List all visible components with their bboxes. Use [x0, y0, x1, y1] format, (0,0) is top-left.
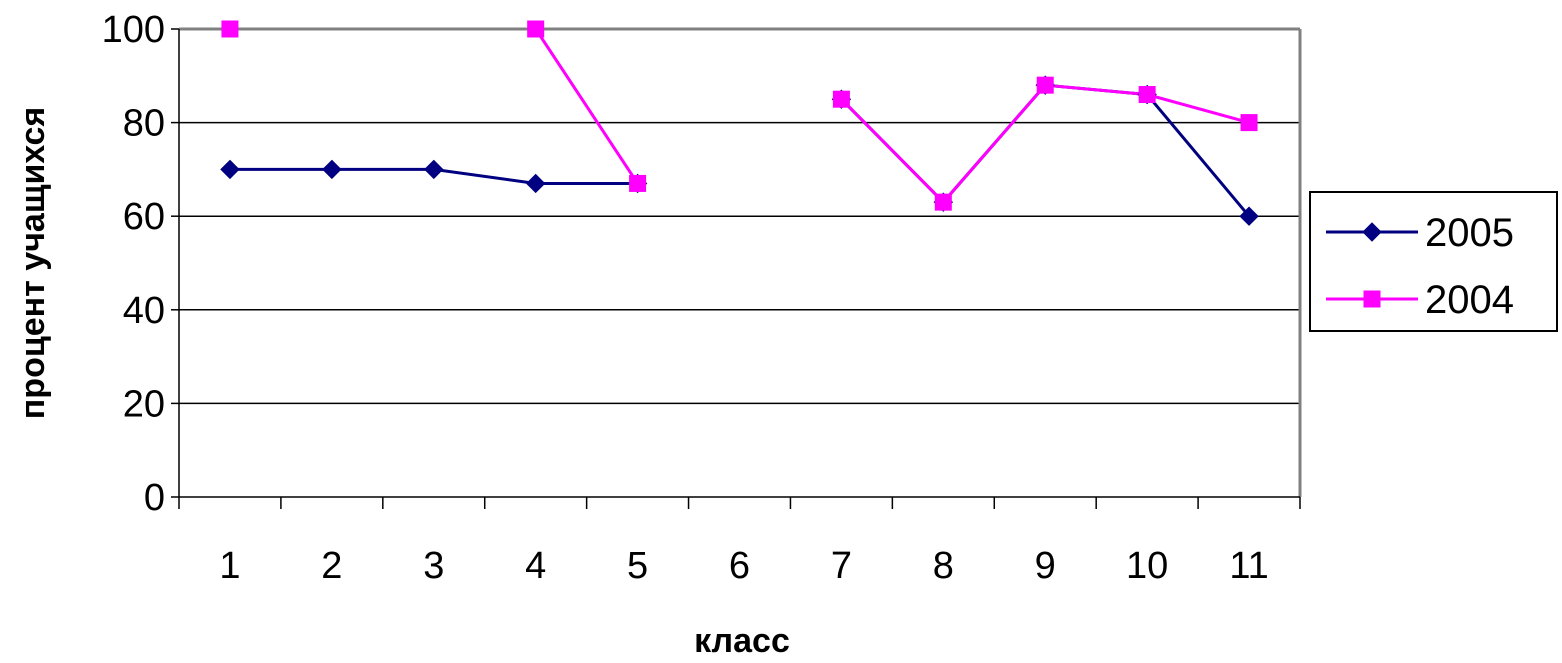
y-tick-label: 0: [144, 477, 165, 519]
x-tick-label: 4: [525, 545, 546, 587]
series-line-2004: [534, 28, 639, 185]
x-tick-label: 11: [1229, 545, 1268, 587]
gridlines: [179, 28, 1300, 405]
y-tick-label: 40: [123, 290, 165, 332]
legend: 2005 2004: [1309, 191, 1558, 332]
legend-marker-2005: [1362, 222, 1382, 242]
y-tick-label: 80: [123, 103, 165, 145]
legend-label: 2005: [1425, 211, 1514, 255]
x-tick-label: 7: [831, 545, 852, 587]
x-tick-label: 3: [423, 545, 444, 587]
x-tick-label: 2: [321, 545, 342, 587]
x-tick-label: 5: [627, 545, 648, 587]
y-tick-label: 60: [123, 196, 165, 238]
data-point-2004: [1036, 76, 1054, 94]
y-axis-label: процент учащихся: [14, 107, 52, 419]
data-point-2005: [220, 159, 240, 180]
data-point-2005: [1239, 206, 1259, 226]
data-point-2004: [527, 20, 545, 38]
x-tick-label: 1: [219, 545, 240, 587]
data-point-2005: [525, 173, 546, 194]
series-markers: [220, 20, 1259, 226]
y-tick-label: 20: [123, 383, 165, 425]
axes: [171, 27, 1302, 509]
legend-label: 2004: [1425, 278, 1514, 322]
data-point-2004: [1240, 114, 1258, 132]
y-tick-label: 100: [102, 9, 165, 51]
data-point-2004: [629, 174, 647, 192]
data-point-2005: [322, 159, 342, 180]
x-tick-label: 10: [1126, 545, 1168, 587]
data-point-2004: [934, 193, 952, 211]
tick-labels: 0 20 40 60 80 100 1 2 3 4 5 6 7 8 9 10 11: [102, 9, 1269, 587]
data-point-2004: [832, 90, 850, 108]
x-tick-label: 9: [1035, 545, 1056, 587]
data-point-2004: [221, 20, 239, 38]
x-tick-label: 6: [729, 545, 750, 587]
x-axis-label: класс: [694, 622, 790, 658]
data-point-2005: [424, 159, 444, 180]
legend-marker-2004: [1363, 290, 1381, 308]
data-point-2004: [1138, 86, 1156, 104]
legend-frame: [1309, 191, 1558, 332]
x-tick-label: 8: [933, 545, 954, 587]
legend-items: 2005 2004: [1326, 211, 1514, 322]
